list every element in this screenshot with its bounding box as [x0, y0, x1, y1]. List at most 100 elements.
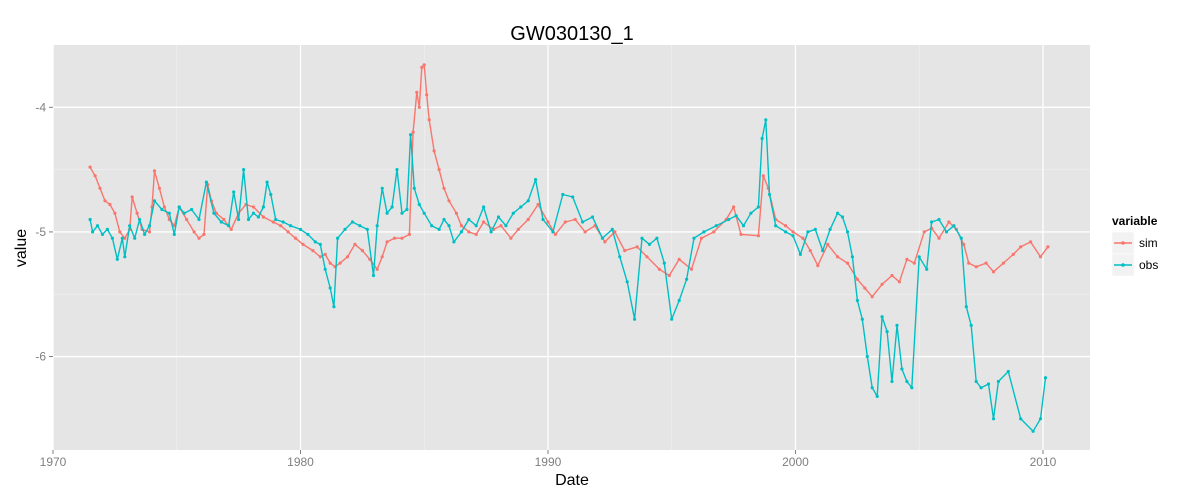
data-point-obs — [813, 227, 817, 231]
data-point-obs — [474, 224, 478, 228]
data-point-obs — [986, 382, 991, 386]
series-obs — [88, 118, 1048, 433]
data-point-obs — [133, 236, 137, 240]
data-point-obs — [890, 379, 894, 384]
data-point-sim — [536, 202, 540, 207]
data-point-obs — [774, 224, 778, 228]
data-point-sim — [677, 257, 681, 261]
data-point-obs — [571, 195, 575, 199]
data-point-obs — [964, 305, 968, 309]
data-point-obs — [806, 230, 810, 234]
grid-major — [52, 45, 1090, 450]
data-point-obs — [318, 242, 322, 246]
data-point-obs — [128, 224, 132, 228]
data-point-obs — [860, 317, 864, 321]
data-point-sim — [447, 199, 451, 203]
data-point-sim — [699, 236, 704, 240]
data-point-obs — [375, 224, 379, 228]
chart-title: GW030130_1 — [510, 23, 633, 45]
data-point-sim — [93, 174, 97, 178]
data-point-obs — [917, 255, 921, 259]
data-point-obs — [600, 236, 605, 240]
data-point-sim — [897, 280, 902, 284]
data-point-sim — [98, 186, 102, 190]
data-point-sim — [516, 227, 520, 231]
data-point-sim — [845, 261, 850, 265]
data-point-sim — [301, 242, 305, 246]
series-sim — [88, 63, 1050, 299]
data-point-sim — [974, 265, 978, 269]
data-point-sim — [271, 220, 275, 224]
legend-items: sim obs — [1111, 231, 1158, 277]
data-point-obs — [727, 217, 731, 222]
data-point-obs — [952, 224, 956, 228]
data-point-obs — [821, 249, 825, 253]
x-axis: 1970 1980 1990 2000 2010 — [40, 450, 1057, 469]
data-point-obs — [1019, 417, 1023, 421]
data-point-sim — [214, 211, 218, 215]
data-point-sim — [385, 240, 389, 244]
data-point-sim — [712, 230, 716, 234]
data-point-sim — [739, 232, 743, 236]
data-point-obs — [905, 379, 909, 384]
x-axis-title: Date — [555, 472, 589, 489]
data-point-sim — [108, 202, 112, 207]
data-point-obs — [336, 236, 340, 240]
data-point-sim — [912, 261, 916, 265]
x-tick-label: 2000 — [782, 455, 809, 469]
data-point-sim — [984, 261, 988, 265]
data-point-sim — [962, 242, 966, 246]
data-point-obs — [534, 178, 538, 182]
data-point-obs — [640, 236, 644, 240]
legend: variable sim obs — [1111, 214, 1158, 277]
data-point-obs — [865, 354, 869, 359]
data-point-sim — [202, 232, 206, 236]
data-point-obs — [459, 230, 463, 234]
data-point-obs — [110, 236, 114, 240]
plot-panel — [53, 45, 1090, 450]
y-axis: -4 -5 -6 — [35, 100, 53, 364]
x-tick-label: 2010 — [1030, 455, 1057, 469]
data-point-obs — [760, 136, 764, 141]
data-point-obs — [405, 207, 409, 212]
data-point-obs — [526, 199, 530, 203]
data-point-sim — [1011, 252, 1015, 256]
data-point-obs — [767, 192, 772, 197]
series-layer — [88, 63, 1050, 433]
x-tick-label: 1980 — [287, 455, 314, 469]
data-point-sim — [459, 224, 463, 228]
data-point-obs — [385, 211, 389, 215]
data-point-sim — [1038, 255, 1043, 259]
y-axis-title: value — [13, 229, 30, 267]
data-point-sim — [991, 270, 996, 274]
data-point-obs — [152, 199, 157, 203]
data-point-obs — [190, 207, 194, 212]
data-point-sim — [411, 130, 415, 134]
data-point-sim — [380, 255, 384, 259]
data-point-obs — [256, 215, 260, 219]
legend-item-obs: obs — [1111, 253, 1158, 277]
data-point-sim — [415, 90, 419, 94]
data-point-sim — [756, 234, 761, 238]
data-point-sim — [836, 255, 840, 259]
data-point-sim — [863, 286, 867, 290]
data-point-obs — [430, 224, 434, 228]
data-point-sim — [279, 224, 283, 228]
data-point-sim — [667, 273, 671, 278]
data-point-sim — [123, 236, 127, 240]
data-point-obs — [551, 230, 555, 234]
data-point-obs — [261, 205, 265, 209]
data-point-obs — [306, 232, 310, 236]
data-point-obs — [791, 234, 795, 238]
data-point-obs — [991, 417, 996, 421]
data-point-obs — [937, 217, 941, 222]
data-point-obs — [467, 217, 471, 222]
data-point-obs — [662, 261, 666, 265]
data-point-sim — [499, 224, 503, 228]
data-point-sim — [293, 236, 298, 240]
data-point-sim — [808, 249, 812, 253]
data-point-sim — [192, 230, 196, 234]
data-point-obs — [504, 224, 508, 228]
data-point-obs — [798, 252, 803, 256]
data-point-sim — [88, 165, 92, 169]
